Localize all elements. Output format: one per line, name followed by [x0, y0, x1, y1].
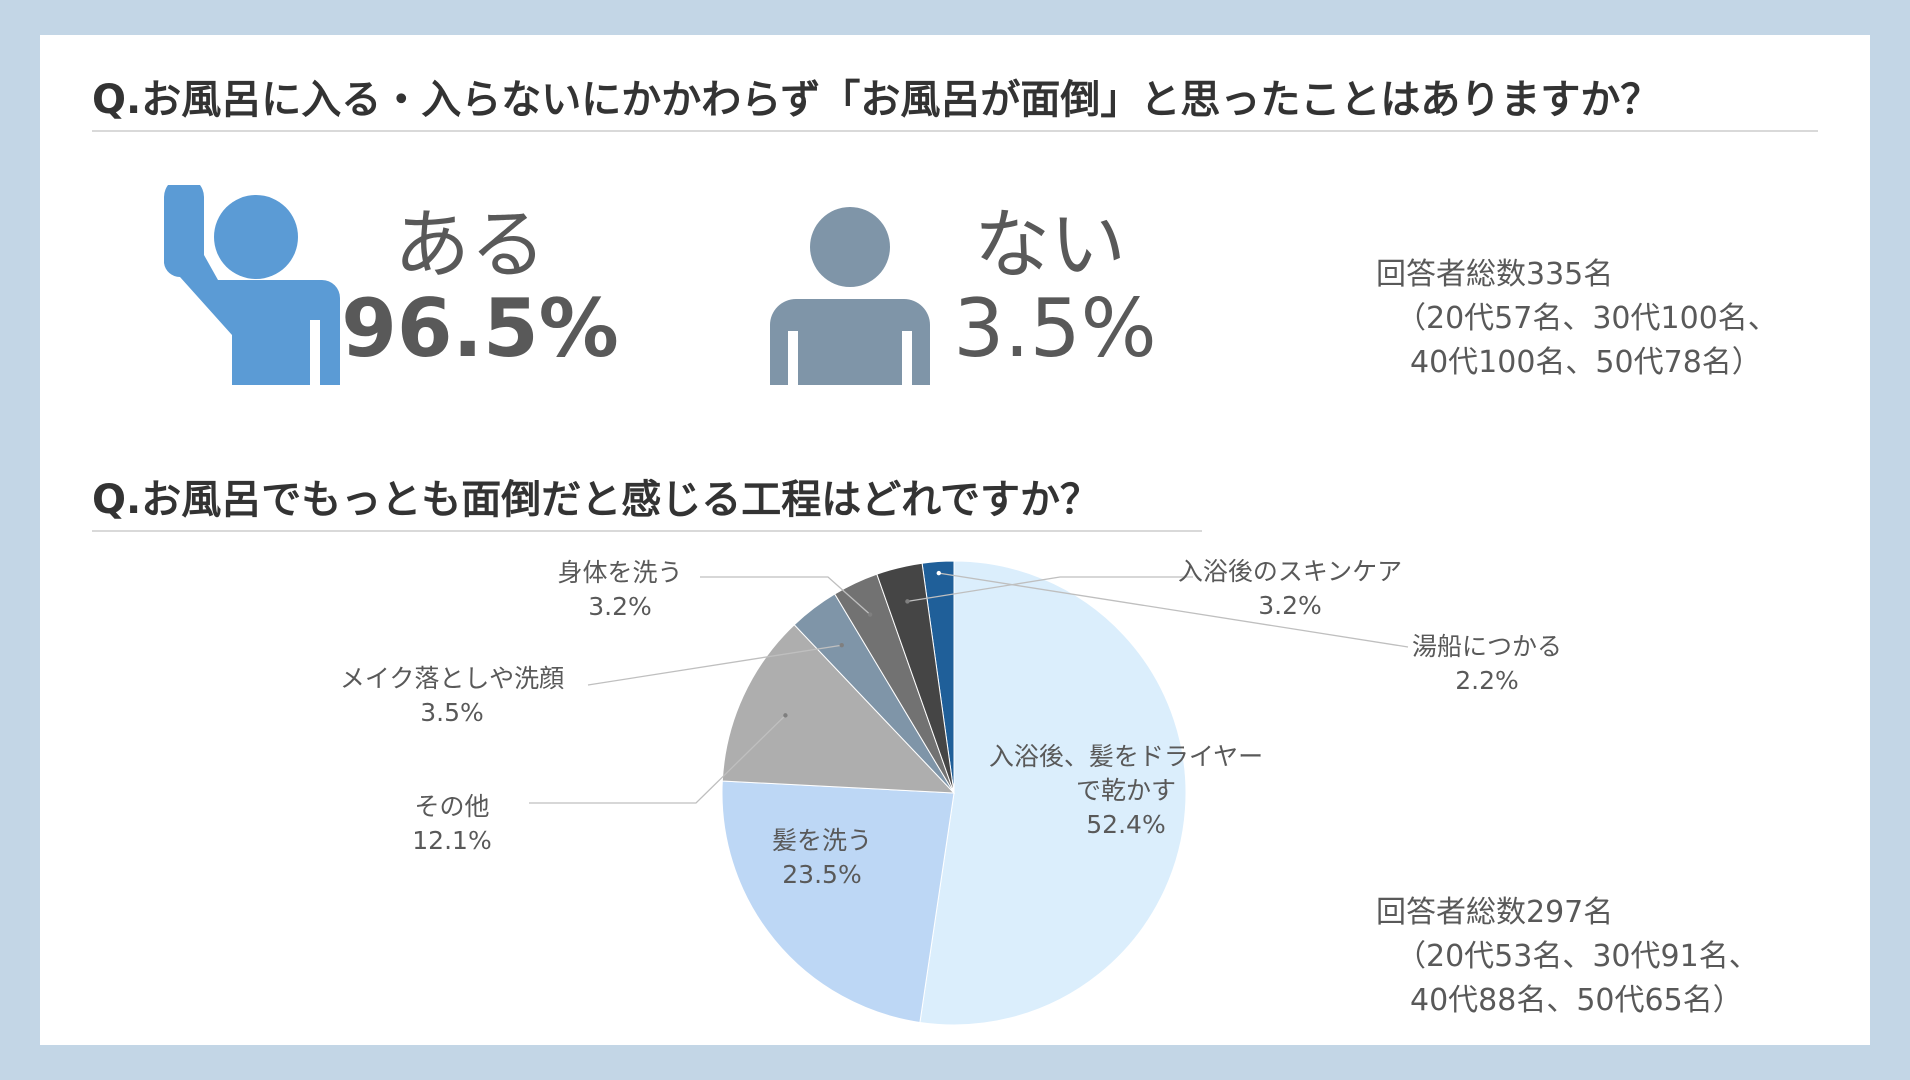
- leader-line: [529, 714, 786, 804]
- slice-category-label: 湯船につかる: [1412, 632, 1562, 661]
- leader-dot: [905, 599, 910, 604]
- title-divider: [92, 530, 1202, 532]
- no-icon-body: [770, 299, 930, 385]
- pie-slice: [721, 624, 956, 794]
- slice-value-label: 3.2%: [588, 592, 652, 621]
- leader-line: [907, 576, 1193, 603]
- slice-category-label: 入浴後のスキンケア: [1178, 557, 1402, 586]
- yes-label: ある: [394, 200, 546, 289]
- respondent-breakdown-line-2: 40代100名、50代78名）: [1410, 345, 1762, 380]
- person-icon: [770, 207, 930, 385]
- slice-value-label: 3.5%: [420, 698, 484, 727]
- yes-icon-head: [214, 195, 298, 279]
- slice-category-label: 身体を洗う: [557, 558, 682, 587]
- respondent-breakdown-line-1: （20代53名、30代91名、: [1396, 939, 1759, 974]
- person-raising-hand-icon: [164, 185, 340, 385]
- slice-category-label: 入浴後、髪をドライヤー: [989, 742, 1263, 771]
- respondent-total: 回答者総数297名: [1376, 895, 1614, 930]
- respondent-breakdown-line-1: （20代57名、30代100名、: [1396, 301, 1778, 336]
- yes-value: 96.5%: [341, 282, 619, 375]
- slice-category-label: その他: [414, 792, 489, 821]
- slice-value-label: 23.5%: [782, 860, 861, 889]
- pie-slice: [876, 562, 955, 794]
- slice-value-label: 12.1%: [412, 826, 491, 855]
- respondent-breakdown-line-2: 40代88名、50代65名）: [1410, 983, 1743, 1018]
- leader-line: [938, 572, 1409, 648]
- question-1-title: Q.お風呂に入る・入らないにかかわらず「お風呂が面倒」と思ったことはありますか？: [92, 77, 1661, 123]
- slice-value-label: 2.2%: [1455, 666, 1519, 695]
- leader-line: [587, 644, 842, 686]
- pie-slice: [721, 780, 955, 1024]
- slice-category-label: メイク落としや洗顔: [340, 664, 564, 693]
- leader-dot: [867, 612, 873, 617]
- question-2-title: Q.お風呂でもっとも面倒だと感じる工程はどれですか？: [92, 477, 1100, 523]
- respondent-count-1: 回答者総数335名 （20代57名、30代100名、 40代100名、50代78…: [1376, 253, 1778, 385]
- no-icon-head: [810, 207, 890, 287]
- respondent-total: 回答者総数335名: [1376, 257, 1614, 292]
- pie-slice: [919, 560, 1187, 1026]
- no-label: ない: [974, 200, 1126, 289]
- slice-value-label: 3.2%: [1258, 591, 1322, 620]
- leader-line: [700, 576, 871, 616]
- no-value: 3.5%: [953, 282, 1157, 375]
- main-panel: Q.お風呂に入る・入らないにかかわらず「お風呂が面倒」と思ったことはありますか？…: [40, 35, 1870, 1045]
- slice-category-label: 髪を洗う: [772, 826, 872, 855]
- leader-dot: [783, 713, 788, 718]
- title-divider: [92, 130, 1818, 132]
- slice-value-label: 52.4%: [1086, 810, 1165, 839]
- respondent-count-2: 回答者総数297名 （20代53名、30代91名、 40代88名、50代65名）: [1376, 891, 1759, 1023]
- leader-dot: [936, 570, 941, 576]
- slice-category-label: で乾かす: [1076, 776, 1176, 805]
- leader-dot: [839, 643, 844, 648]
- yes-icon-body: [164, 185, 340, 385]
